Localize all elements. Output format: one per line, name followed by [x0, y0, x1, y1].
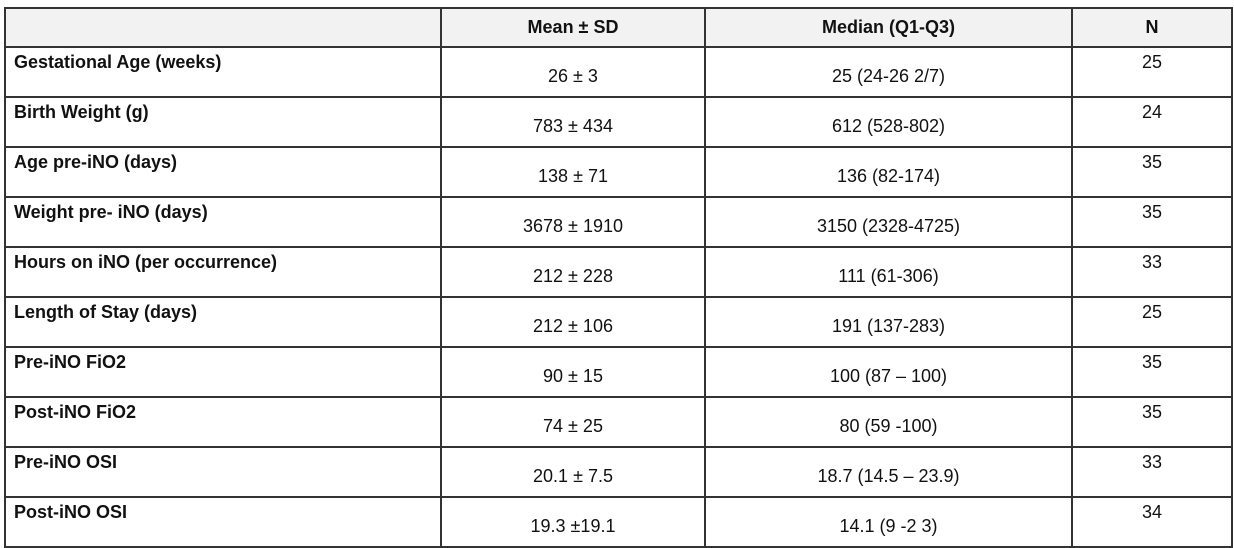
table-cell: 33 — [1071, 246, 1233, 298]
table-cell: 18.7 (14.5 – 23.9) — [704, 446, 1073, 498]
table-row: Birth Weight (g) 783 ± 434 612 (528-802) 24 — [4, 96, 1233, 148]
row-label: Post-iNO OSI — [4, 496, 442, 548]
table-cell: 612 (528-802) — [704, 96, 1073, 148]
row-label: Pre-iNO OSI — [4, 446, 442, 498]
row-label: Age pre-iNO (days) — [4, 146, 442, 198]
table-cell: 25 — [1071, 46, 1233, 98]
table-cell: 138 ± 71 — [440, 146, 706, 198]
table-cell: 35 — [1071, 346, 1233, 398]
table-wrapper: Mean ± SD Median (Q1-Q3) N Gestational A… — [4, 7, 1233, 548]
row-label: Weight pre- iNO (days) — [4, 196, 442, 248]
table-body: Gestational Age (weeks) 26 ± 3 25 (24-26 2… — [4, 46, 1233, 548]
table-row: Pre-iNO OSI 20.1 ± 7.5 18.7 (14.5 – 23.9) 3… — [4, 446, 1233, 498]
table-cell: 212 ± 106 — [440, 296, 706, 348]
table-cell: 26 ± 3 — [440, 46, 706, 98]
table-row: Hours on iNO (per occurrence) 212 ± 228 11… — [4, 246, 1233, 298]
table-cell: 191 (137-283) — [704, 296, 1073, 348]
table-cell: 14.1 (9 -2 3) — [704, 496, 1073, 548]
table-cell: 74 ± 25 — [440, 396, 706, 448]
table-cell: 25 (24-26 2/7) — [704, 46, 1073, 98]
header-cell — [4, 7, 442, 48]
table-row: Post-iNO OSI 19.3 ±19.1 14.1 (9 -2 3) 34 — [4, 496, 1233, 548]
table-cell: 212 ± 228 — [440, 246, 706, 298]
table-cell: 35 — [1071, 196, 1233, 248]
row-label: Hours on iNO (per occurrence) — [4, 246, 442, 298]
table-row: Post-iNO FiO2 74 ± 25 80 (59 -100) 35 — [4, 396, 1233, 448]
table-cell: 3678 ± 1910 — [440, 196, 706, 248]
table-cell: 19.3 ±19.1 — [440, 496, 706, 548]
table-cell: 33 — [1071, 446, 1233, 498]
header-cell: N — [1071, 7, 1233, 48]
header-row: Mean ± SD Median (Q1-Q3) N — [4, 7, 1233, 48]
page: Mean ± SD Median (Q1-Q3) N Gestational A… — [4, 7, 1233, 548]
row-label: Birth Weight (g) — [4, 96, 442, 148]
table-cell: 25 — [1071, 296, 1233, 348]
table-cell: 111 (61-306) — [704, 246, 1073, 298]
table-cell: 35 — [1071, 396, 1233, 448]
row-label: Post-iNO FiO2 — [4, 396, 442, 448]
row-label: Gestational Age (weeks) — [4, 46, 442, 98]
table-cell: 35 — [1071, 146, 1233, 198]
table-row: Gestational Age (weeks) 26 ± 3 25 (24-26 2… — [4, 46, 1233, 98]
header-cell: Median (Q1-Q3) — [704, 7, 1073, 48]
table-cell: 100 (87 – 100) — [704, 346, 1073, 398]
table-row: Weight pre- iNO (days) 3678 ± 1910 3150 (2… — [4, 196, 1233, 248]
table-row: Age pre-iNO (days) 138 ± 71 136 (82-174) 35 — [4, 146, 1233, 198]
table-cell: 20.1 ± 7.5 — [440, 446, 706, 498]
table-cell: 136 (82-174) — [704, 146, 1073, 198]
row-label: Length of Stay (days) — [4, 296, 442, 348]
table-cell: 3150 (2328-4725) — [704, 196, 1073, 248]
table-row: Length of Stay (days) 212 ± 106 191 (137-2… — [4, 296, 1233, 348]
table-cell: 783 ± 434 — [440, 96, 706, 148]
table-cell: 34 — [1071, 496, 1233, 548]
summary-table: Mean ± SD Median (Q1-Q3) N Gestational A… — [4, 7, 1233, 548]
header-cell: Mean ± SD — [440, 7, 706, 48]
table-header: Mean ± SD Median (Q1-Q3) N — [4, 7, 1233, 48]
table-cell: 24 — [1071, 96, 1233, 148]
table-row: Pre-iNO FiO2 90 ± 15 100 (87 – 100) 35 — [4, 346, 1233, 398]
table-cell: 90 ± 15 — [440, 346, 706, 398]
table-cell: 80 (59 -100) — [704, 396, 1073, 448]
row-label: Pre-iNO FiO2 — [4, 346, 442, 398]
